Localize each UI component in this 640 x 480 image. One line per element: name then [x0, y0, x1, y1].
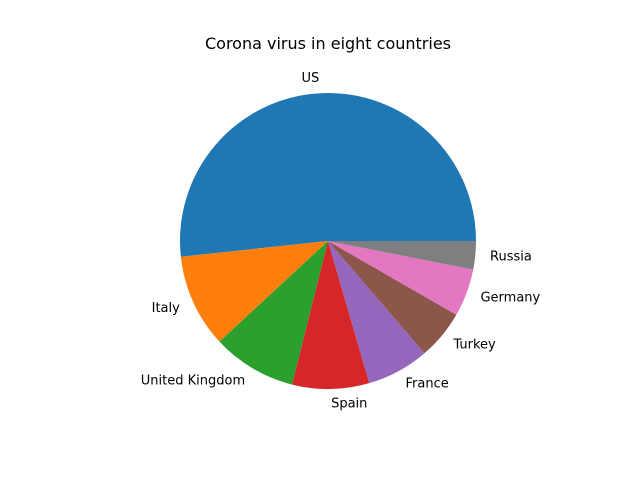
pie-label-turkey: Turkey [452, 337, 496, 352]
pie-slice-russia [328, 241, 476, 270]
chart-title: Corona virus in eight countries [205, 34, 451, 53]
pie-slices [179, 93, 476, 389]
pie-slice-us [179, 93, 476, 257]
pie-slice-italy [180, 241, 328, 342]
pie-label-us: US [302, 71, 320, 86]
pie-slice-turkey [328, 241, 457, 354]
pie-label-russia: Russia [490, 249, 532, 264]
pie-label-germany: Germany [480, 291, 540, 306]
pie-label-united-kingdom: United Kingdom [141, 374, 245, 389]
pie-slice-united-kingdom [219, 241, 328, 385]
pie-label-spain: Spain [331, 396, 367, 411]
pie-label-italy: Italy [152, 301, 181, 316]
pie-label-france: France [406, 377, 449, 392]
pie-slice-spain [292, 241, 370, 389]
pie-slice-france [328, 241, 425, 384]
pie-labels: US Italy United Kingdom Spain France Turkey Ge… [141, 71, 541, 411]
pie-slice-germany [328, 241, 474, 315]
